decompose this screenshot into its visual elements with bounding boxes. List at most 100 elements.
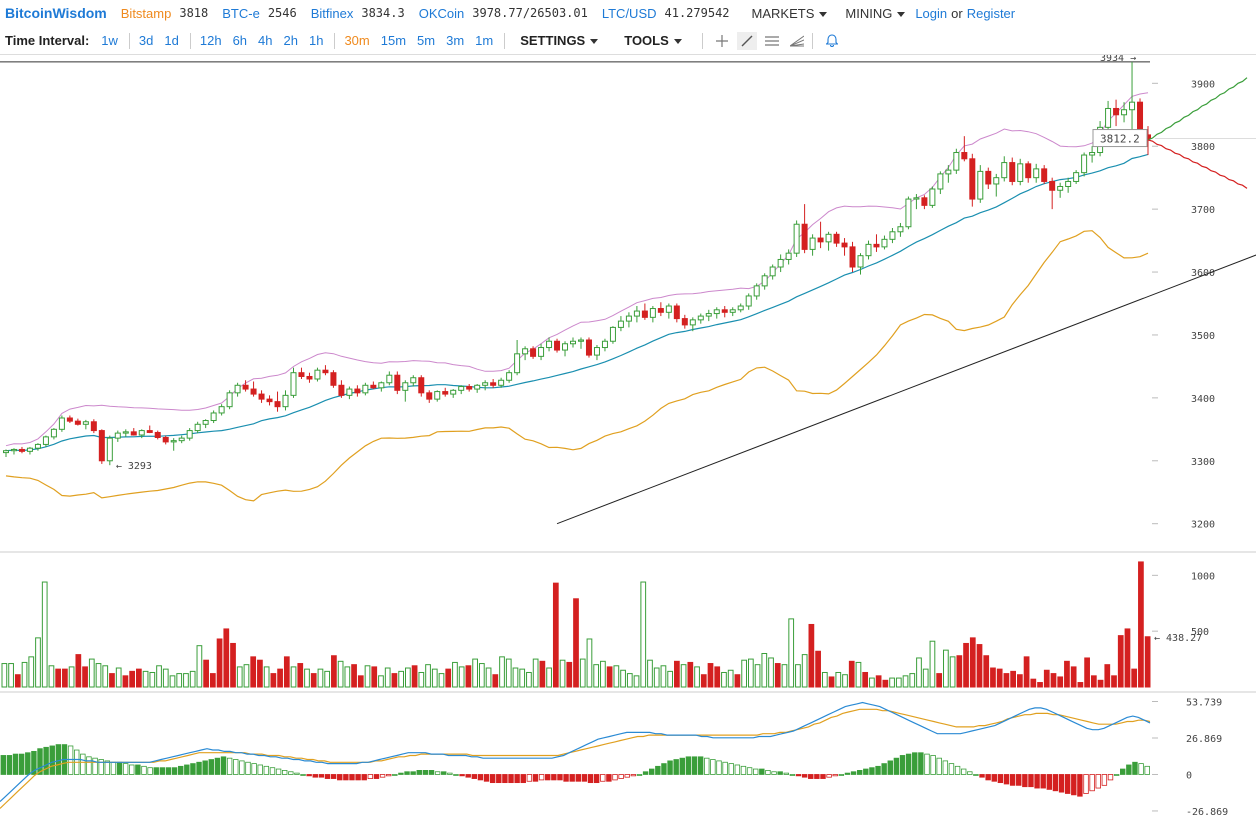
macd-histogram-bar <box>581 774 588 782</box>
candle-body <box>809 237 816 250</box>
divider <box>701 32 703 49</box>
candle <box>1025 161 1032 183</box>
candle-body <box>50 428 57 438</box>
candle <box>490 378 497 388</box>
volume-bar <box>1131 668 1138 688</box>
candle-body <box>362 384 369 394</box>
tools-menu[interactable]: TOOLS <box>624 33 682 48</box>
volume-bar <box>1084 657 1090 688</box>
market-ltcusd[interactable]: LTC/USD <box>601 5 657 21</box>
volume-bar <box>257 659 263 688</box>
candle <box>649 306 656 323</box>
trendline-icon[interactable] <box>736 31 757 50</box>
candle-body <box>969 158 976 200</box>
candle <box>921 195 928 210</box>
interval-3d[interactable]: 3d <box>138 33 154 48</box>
interval-3m[interactable]: 3m <box>446 33 465 48</box>
volume-bar <box>996 668 1003 688</box>
macd-histogram-bar <box>447 772 453 775</box>
macd-histogram-bar <box>1095 774 1101 789</box>
macd-histogram-bar <box>1058 774 1065 793</box>
interval-1w[interactable]: 1w <box>101 33 118 48</box>
volume-bar <box>1111 675 1117 688</box>
fan-icon[interactable] <box>787 32 807 50</box>
candle-body <box>1113 107 1120 116</box>
login-link[interactable]: Login <box>915 5 948 21</box>
interval-30m[interactable]: 30m <box>344 33 370 48</box>
crosshair-icon[interactable] <box>712 32 732 50</box>
candle <box>322 365 329 376</box>
volume-bar <box>566 661 573 688</box>
bell-icon[interactable] <box>822 32 842 50</box>
macd-histogram-bar <box>343 774 349 781</box>
macd-histogram-bar <box>288 771 294 775</box>
markets-menu[interactable]: MARKETS <box>752 6 828 21</box>
candle-body <box>601 340 608 349</box>
volume-bar <box>458 666 465 688</box>
volume-bar <box>626 673 633 688</box>
settings-menu[interactable]: SETTINGS <box>520 33 599 48</box>
candle <box>162 435 169 445</box>
market-bitstamp[interactable]: Bitstamp <box>120 5 172 21</box>
forecast-upper-line <box>1147 77 1248 141</box>
register-link[interactable]: Register <box>966 5 1016 21</box>
candle-body <box>218 406 225 414</box>
interval-1d[interactable]: 1d <box>164 33 179 48</box>
bollinger-lower-line <box>5 230 1149 502</box>
parallel-lines-icon[interactable] <box>762 32 782 50</box>
interval-2h[interactable]: 2h <box>283 33 298 48</box>
market-okcoin[interactable]: OKCoin <box>418 5 465 21</box>
market-btce[interactable]: BTC-e <box>222 5 260 21</box>
brand-logo[interactable]: BitcoinWisdom <box>5 5 107 21</box>
chevron-down-icon <box>590 39 599 45</box>
volume-bar <box>1037 682 1043 688</box>
macd-histogram-bar <box>129 764 135 775</box>
volume-bar <box>1057 676 1064 688</box>
volume-bar <box>895 677 902 688</box>
macd-histogram-bar <box>80 753 86 775</box>
candle-body <box>897 226 904 233</box>
mining-menu[interactable]: MINING <box>845 6 906 21</box>
volume-bar <box>129 670 136 688</box>
volume-bar <box>371 666 378 688</box>
volume-bar <box>324 670 331 688</box>
candle <box>1049 177 1056 210</box>
top-bar: BitcoinWisdom Bitstamp 3818 BTC-e 2546 B… <box>0 0 1256 26</box>
volume-bar <box>1023 656 1030 688</box>
volume-bar <box>1 663 8 688</box>
candle-body <box>42 436 49 445</box>
current-price-label: 3812.2 <box>1100 133 1140 146</box>
candle-body <box>697 315 704 321</box>
candle-body <box>769 266 776 277</box>
interval-5m[interactable]: 5m <box>417 33 436 48</box>
macd-histogram-bar <box>563 774 569 782</box>
candle-body <box>450 389 457 395</box>
interval-1m[interactable]: 1m <box>475 33 494 48</box>
volume-bar <box>505 658 512 688</box>
candle-body <box>1073 172 1080 182</box>
interval-12h[interactable]: 12h <box>199 33 222 48</box>
candle-body <box>210 412 217 422</box>
macd-histogram-bar <box>673 759 679 775</box>
macd-histogram-bar <box>691 756 698 775</box>
interval-4h[interactable]: 4h <box>258 33 273 48</box>
market-bitfinex[interactable]: Bitfinex <box>310 5 354 21</box>
time-interval-label: Time Interval: <box>5 33 90 48</box>
candle <box>985 167 992 190</box>
candle-body <box>761 275 768 287</box>
volume-bar <box>862 671 869 688</box>
volume-bar <box>1117 635 1124 688</box>
candle-body <box>961 152 968 160</box>
candle-body <box>977 170 984 200</box>
interval-6h[interactable]: 6h <box>232 33 248 48</box>
macd-tick-label: 0 <box>1186 770 1192 781</box>
candle-body <box>713 309 720 315</box>
chart-area[interactable]: 3900 3800 3700 3600 3500 3400 3300 3200 3934 → ← … <box>0 55 1256 822</box>
interval-15m[interactable]: 15m <box>380 33 407 48</box>
candle <box>202 419 209 429</box>
candle-body <box>785 252 792 260</box>
interval-1h[interactable]: 1h <box>308 33 324 48</box>
volume-bar <box>418 671 425 688</box>
candle <box>905 196 912 230</box>
candle <box>1105 100 1112 133</box>
